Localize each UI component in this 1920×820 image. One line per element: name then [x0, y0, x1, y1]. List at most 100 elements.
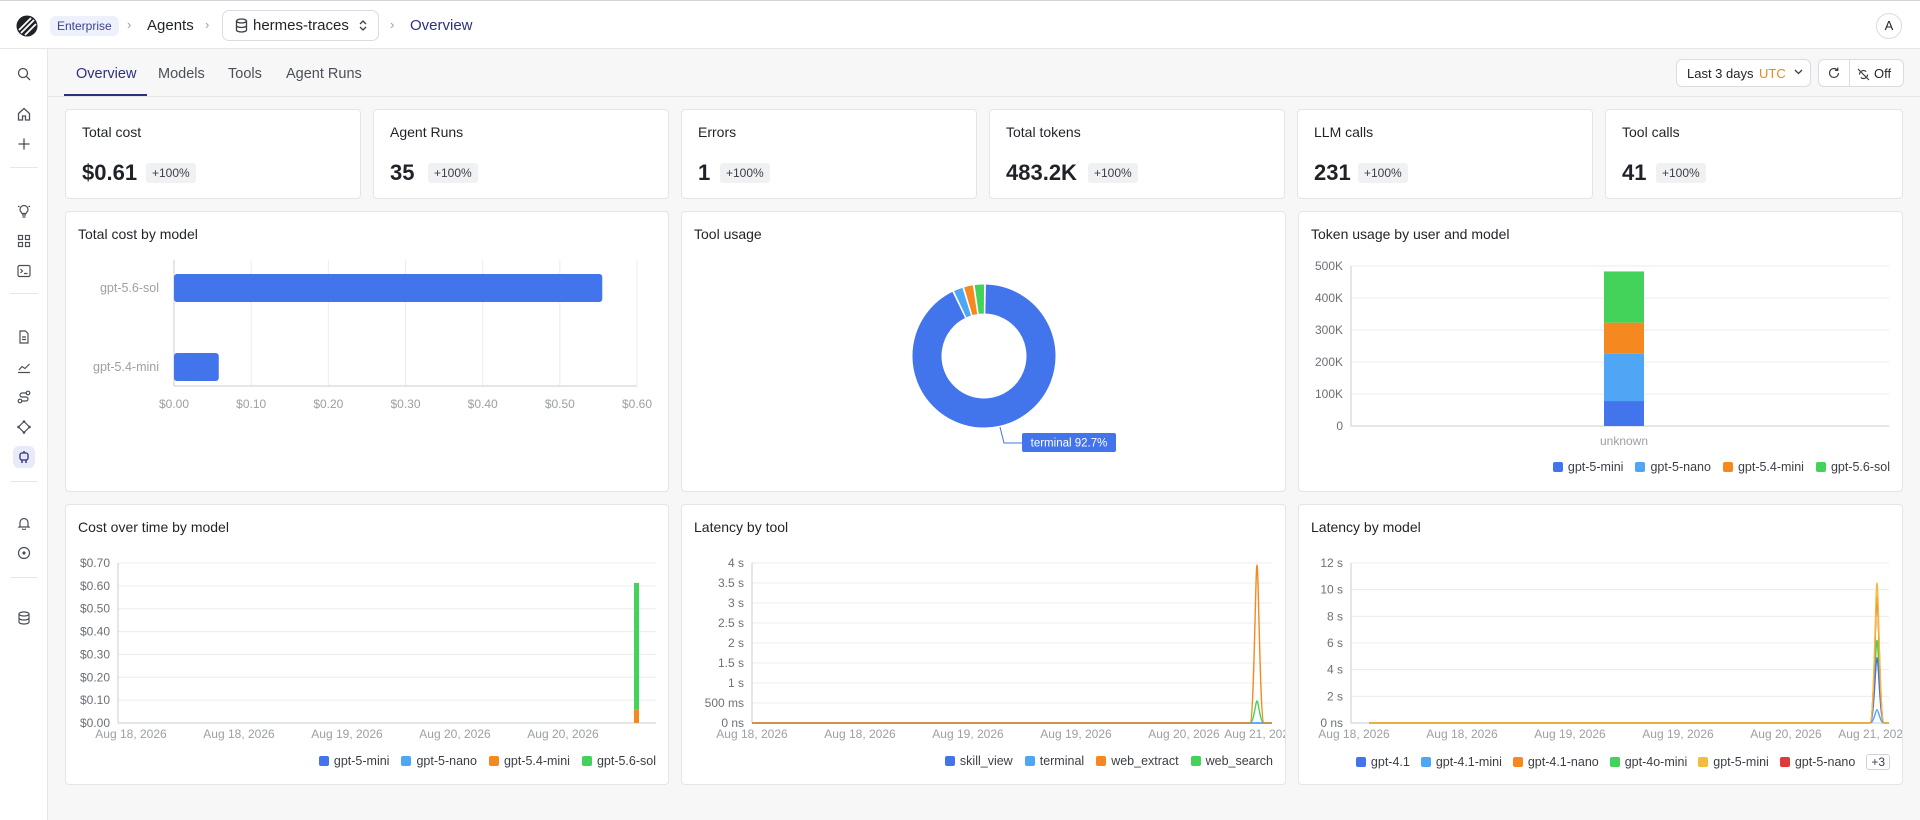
y-tick-label: 1.5 s: [718, 656, 744, 670]
sidebar-divider: [10, 577, 38, 578]
legend-item[interactable]: gpt-4.1-nano: [1512, 754, 1599, 770]
legend-item[interactable]: gpt-5-mini: [1552, 460, 1623, 474]
terminal-icon[interactable]: [13, 260, 35, 282]
workflow-icon[interactable]: [13, 386, 35, 408]
y-tick-label: $0.60: [80, 579, 110, 593]
tab-agent-runs[interactable]: Agent Runs: [286, 66, 362, 82]
x-tick-label: unknown: [1600, 434, 1648, 448]
tool-usage-chart: terminal 92.7%: [911, 283, 1116, 452]
legend-label: gpt-5-mini: [1713, 755, 1769, 769]
app-logo[interactable]: [16, 15, 38, 37]
legend-swatch: [1722, 462, 1733, 472]
cost-by-model-chart: $0.00 $0.10 $0.20 $0.30 $0.40 $0.50 $0.60 gpt-5…: [93, 260, 652, 411]
legend-item[interactable]: gpt-5-nano: [401, 754, 477, 768]
x-tick-label: Aug 19, 2026: [1040, 727, 1112, 741]
lightbulb-icon[interactable]: [13, 200, 35, 222]
legend-item[interactable]: gpt-4.1: [1355, 754, 1410, 770]
legend-item[interactable]: gpt-5.6-sol: [581, 754, 656, 768]
legend-label: gpt-5.4-mini: [1737, 460, 1804, 474]
target-icon[interactable]: [13, 542, 35, 564]
legend-item[interactable]: gpt-5-mini: [318, 754, 389, 768]
stat-label: Total cost: [82, 124, 142, 140]
series-line: [1369, 595, 1889, 724]
latency-by-model-chart: 0 ns 2 s 4 s 6 s 8 s 10 s 12 s Aug 18, 2026 Aug …: [1318, 556, 1902, 741]
x-tick-label: $0.30: [390, 397, 420, 411]
stat-change-badge: +100%: [146, 163, 196, 183]
stat-card-errors: Errors 1 +100%: [681, 109, 977, 199]
document-icon[interactable]: [13, 326, 35, 348]
auto-refresh-toggle[interactable]: Off: [1857, 66, 1891, 82]
legend-item[interactable]: gpt-5-nano: [1635, 460, 1711, 474]
search-icon[interactable]: [13, 63, 35, 85]
chart-line-icon[interactable]: [13, 356, 35, 378]
breadcrumb-agents[interactable]: Agents: [147, 17, 194, 34]
legend-item[interactable]: gpt-4o-mini: [1609, 754, 1687, 770]
refresh-icon[interactable]: [1827, 66, 1841, 80]
project-selector[interactable]: hermes-traces: [222, 10, 379, 41]
stacked-bar-segment: [634, 582, 639, 710]
nodes-icon[interactable]: [13, 416, 35, 438]
y-tick-label: 400K: [1315, 291, 1343, 305]
annotation-badge: [1022, 433, 1116, 452]
auto-refresh-label: Off: [1874, 66, 1892, 81]
x-tick-label: Aug 18, 2026: [203, 727, 275, 741]
stat-value: $0.61: [82, 160, 138, 185]
home-icon[interactable]: [13, 103, 35, 125]
stat-value: 483.2K: [1006, 160, 1077, 185]
y-tick-label: 3 s: [728, 596, 744, 610]
stat-value: 231: [1314, 160, 1351, 185]
avatar[interactable]: A: [1876, 13, 1902, 39]
stat-change-badge: +100%: [720, 163, 770, 183]
x-tick-label: Aug 19, 2026: [1642, 727, 1714, 741]
x-tick-label: $0.20: [313, 397, 343, 411]
chart-card-latency-by-tool: Latency by tool 0 ns 500 ms 1 s 1.5 s 2 s 2.5…: [681, 504, 1286, 785]
legend-item[interactable]: web_extract: [1096, 754, 1179, 768]
chart-legend: gpt-5-mini gpt-5-nano gpt-5.4-mini gpt-5…: [318, 754, 656, 768]
y-tick-label: 1 s: [728, 676, 744, 690]
stat-card-llm-calls: LLM calls 231 +100%: [1297, 109, 1593, 199]
database-icon[interactable]: [13, 607, 35, 629]
y-tick-label: $0.50: [80, 602, 110, 616]
legend-item[interactable]: gpt-5-mini: [1698, 754, 1769, 770]
dashboard-icon[interactable]: [13, 230, 35, 252]
x-tick-label: $0.00: [159, 397, 189, 411]
legend-item[interactable]: gpt-5.4-mini: [1722, 460, 1804, 474]
tab-tools[interactable]: Tools: [228, 66, 262, 82]
chevron-right-icon: ›: [205, 17, 210, 32]
legend-item[interactable]: skill_view: [944, 754, 1013, 768]
legend-more-button[interactable]: +3: [1866, 754, 1890, 770]
sidebar-divider: [10, 293, 38, 294]
x-tick-label: Aug 18, 2026: [1318, 727, 1390, 741]
bell-icon[interactable]: [13, 512, 35, 534]
legend-item[interactable]: web_search: [1190, 754, 1273, 768]
y-tick-label: 2 s: [1327, 689, 1343, 703]
tab-models[interactable]: Models: [158, 66, 205, 82]
refresh-controls: Off: [1818, 59, 1904, 87]
tab-overview[interactable]: Overview: [76, 66, 137, 82]
x-tick-label: $0.60: [622, 397, 652, 411]
y-tick-label: 4 s: [728, 556, 744, 570]
legend-swatch: [1190, 756, 1201, 766]
agent-icon[interactable]: [13, 446, 35, 468]
legend-item[interactable]: terminal: [1024, 754, 1085, 768]
y-tick-label: 6 s: [1327, 636, 1343, 650]
time-range-selector[interactable]: Last 3 days UTC: [1676, 59, 1811, 87]
y-tick-label: 12 s: [1320, 556, 1343, 570]
breadcrumb-overview[interactable]: Overview: [410, 17, 473, 34]
legend-item[interactable]: gpt-5.4-mini: [488, 754, 570, 768]
x-tick-label: Aug 18, 2026: [95, 727, 167, 741]
chart-title: Token usage by user and model: [1311, 226, 1510, 242]
plan-badge: Enterprise: [50, 16, 119, 36]
legend-label: gpt-5-nano: [416, 754, 477, 768]
y-tick-label: $0.10: [80, 693, 110, 707]
y-tick-label: 10 s: [1320, 583, 1343, 597]
legend-label: gpt-5.6-sol: [1830, 460, 1890, 474]
legend-item[interactable]: gpt-5.6-sol: [1815, 460, 1890, 474]
legend-item[interactable]: gpt-4.1-mini: [1420, 754, 1502, 770]
plus-icon[interactable]: [13, 133, 35, 155]
legend-swatch: [488, 756, 499, 766]
y-tick-label: 500 ms: [705, 696, 744, 710]
legend-label: terminal: [1039, 754, 1085, 768]
legend-item[interactable]: gpt-5-nano: [1779, 754, 1855, 770]
legend-swatch: [1096, 756, 1107, 766]
